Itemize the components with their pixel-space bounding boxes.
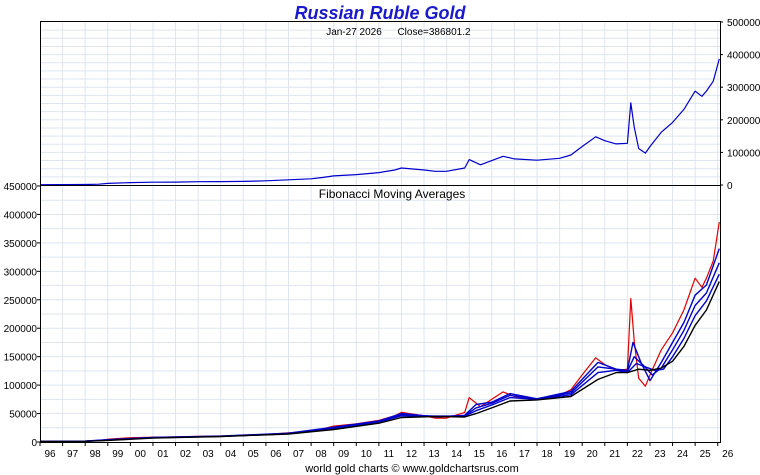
x-tick-label: 26 <box>722 449 734 460</box>
series-line-0 <box>39 58 720 186</box>
y-tick-label: 0 <box>727 181 733 192</box>
x-tick-label: 99 <box>112 449 124 460</box>
x-tick-label: 10 <box>361 449 373 460</box>
panel-frames <box>40 21 721 443</box>
x-tick-label: 22 <box>632 449 644 460</box>
x-tick-label: 96 <box>44 449 56 460</box>
y-tick-label: 350000 <box>4 239 38 250</box>
axis-ticks: 5000004000003000002000001000000450000400… <box>4 18 760 460</box>
x-tick-label: 19 <box>564 449 576 460</box>
y-tick-label: 150000 <box>4 353 38 364</box>
x-tick-label: 01 <box>157 449 169 460</box>
x-tick-label: 24 <box>677 449 689 460</box>
chart-date: Jan-27 2026 <box>326 27 382 38</box>
x-tick-label: 04 <box>225 449 237 460</box>
bottom-panel-frame <box>40 185 721 443</box>
x-tick-label: 23 <box>654 449 666 460</box>
x-tick-label: 98 <box>90 449 102 460</box>
y-tick-label: 50000 <box>9 410 37 421</box>
chart-close-value: Close=386801.2 <box>397 27 471 38</box>
y-tick-label: 100000 <box>4 381 38 392</box>
x-tick-label: 97 <box>67 449 79 460</box>
y-tick-label: 400000 <box>727 51 760 62</box>
y-tick-label: 100000 <box>727 148 760 159</box>
y-tick-label: 200000 <box>4 324 38 335</box>
series-lines <box>39 58 720 443</box>
series-line-4 <box>39 281 720 443</box>
x-tick-label: 14 <box>451 449 463 460</box>
footer-credit: world gold charts © www.goldchartsrus.co… <box>304 463 519 475</box>
chart-title: Russian Ruble Gold <box>294 3 466 23</box>
series-line-1 <box>39 248 720 443</box>
x-tick-label: 12 <box>406 449 418 460</box>
x-tick-label: 07 <box>293 449 305 460</box>
series-line-2 <box>39 262 720 443</box>
x-tick-label: 18 <box>541 449 553 460</box>
grid-lines <box>40 22 720 442</box>
y-tick-label: 0 <box>31 438 37 449</box>
x-tick-label: 17 <box>519 449 531 460</box>
x-tick-label: 08 <box>316 449 328 460</box>
y-tick-label: 250000 <box>4 296 38 307</box>
x-tick-label: 03 <box>203 449 215 460</box>
x-tick-label: 02 <box>180 449 192 460</box>
x-tick-label: 20 <box>587 449 599 460</box>
lower-panel-title: Fibonacci Moving Averages <box>319 187 466 201</box>
x-tick-label: 06 <box>270 449 282 460</box>
y-tick-label: 200000 <box>727 116 760 127</box>
x-tick-label: 00 <box>135 449 147 460</box>
y-tick-label: 450000 <box>4 182 38 193</box>
series-line-0 <box>39 221 720 442</box>
x-tick-label: 21 <box>609 449 621 460</box>
x-tick-label: 15 <box>474 449 486 460</box>
x-tick-label: 11 <box>384 449 395 460</box>
x-tick-label: 09 <box>338 449 350 460</box>
x-tick-label: 16 <box>496 449 508 460</box>
y-tick-label: 400000 <box>4 210 38 221</box>
x-tick-label: 05 <box>248 449 260 460</box>
y-tick-label: 300000 <box>727 83 760 94</box>
y-tick-label: 500000 <box>727 18 760 29</box>
x-tick-label: 13 <box>428 449 440 460</box>
x-tick-label: 25 <box>700 449 712 460</box>
y-tick-label: 300000 <box>4 267 38 278</box>
